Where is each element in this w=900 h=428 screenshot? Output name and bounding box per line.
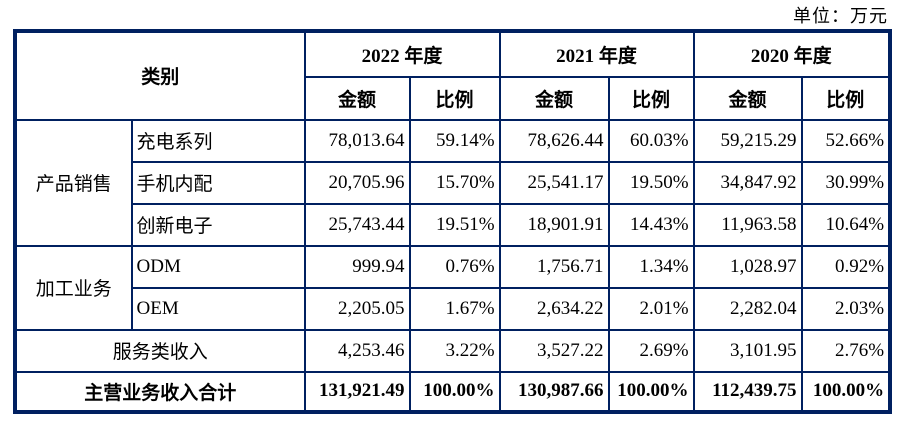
header-ratio-2022: 比例	[408, 75, 501, 121]
table-cell: 78,626.44	[498, 118, 610, 163]
table-cell: 112,439.75	[692, 370, 803, 413]
row-label: ODM	[130, 244, 306, 289]
table-cell: 2.03%	[800, 286, 891, 331]
table-row-phone: 手机内配 20,705.96 15.70% 25,541.17 19.50% 3…	[16, 160, 891, 205]
table-cell: 10.64%	[800, 202, 891, 247]
table-cell: 2.69%	[607, 328, 695, 373]
header-ratio-2021: 比例	[607, 75, 695, 121]
row-label-services: 服务类收入	[14, 328, 306, 373]
table-cell: 78,013.64	[303, 118, 411, 163]
table-cell: 1,756.71	[498, 244, 610, 289]
table-row-odm: 加工业务 ODM 999.94 0.76% 1,756.71 1.34% 1,0…	[14, 244, 891, 331]
header-category: 类别	[14, 30, 306, 121]
table-cell: 60.03%	[607, 118, 695, 163]
table-row-services: 服务类收入 4,253.46 3.22% 3,527.22 2.69% 3,10…	[14, 328, 891, 373]
table-cell: 3,527.22	[498, 328, 610, 373]
table-cell: 3,101.95	[692, 328, 803, 373]
row-label: 充电系列	[130, 118, 306, 163]
table-cell: 1.67%	[408, 286, 501, 331]
table-cell: 100.00%	[800, 370, 891, 413]
table-cell: 131,921.49	[303, 370, 411, 413]
unit-label: 单位：万元	[793, 6, 888, 26]
table-cell: 2,282.04	[692, 286, 803, 331]
header-amount-2021: 金额	[498, 75, 610, 121]
table-cell: 2.76%	[800, 328, 891, 373]
table-cell: 130,987.66	[498, 370, 610, 413]
table-cell: 52.66%	[800, 118, 891, 163]
table-cell: 15.70%	[408, 160, 501, 205]
header-row-metrics: 金额 比例 金额 比例 金额 比例	[16, 75, 891, 121]
table-cell: 2,634.22	[498, 286, 610, 331]
row-label: 手机内配	[130, 160, 306, 205]
table-cell: 999.94	[303, 244, 411, 289]
header-year-2022: 2022 年度	[303, 30, 501, 78]
table-cell: 59,215.29	[692, 118, 803, 163]
table-cell: 34,847.92	[692, 160, 803, 205]
table-cell: 2.01%	[607, 286, 695, 331]
table-row-innovation: 创新电子 25,743.44 19.51% 18,901.91 14.43% 1…	[16, 202, 891, 247]
group-processing: 加工业务	[14, 244, 133, 331]
header-amount-2022: 金额	[303, 75, 411, 121]
table-cell: 25,541.17	[498, 160, 610, 205]
header-year-2020: 2020 年度	[692, 30, 891, 78]
table-row-oem: OEM 2,205.05 1.67% 2,634.22 2.01% 2,282.…	[16, 286, 891, 331]
header-ratio-2020: 比例	[800, 75, 891, 121]
table-row-total: 主营业务收入合计 131,921.49 100.00% 130,987.66 1…	[14, 370, 891, 413]
table-cell: 59.14%	[408, 118, 501, 163]
group-product-sales: 产品销售	[14, 118, 133, 247]
revenue-table: 类别 2022 年度 2021 年度 2020 年度 金额 比例 金额 比例 金…	[12, 29, 893, 414]
table-cell: 19.50%	[607, 160, 695, 205]
header-row-years: 类别 2022 年度 2021 年度 2020 年度	[14, 30, 891, 121]
header-amount-2020: 金额	[692, 75, 803, 121]
row-label-total: 主营业务收入合计	[14, 370, 306, 413]
table-cell: 1,028.97	[692, 244, 803, 289]
table-cell: 1.34%	[607, 244, 695, 289]
header-year-2021: 2021 年度	[498, 30, 695, 78]
row-label: 创新电子	[130, 202, 306, 247]
table-cell: 19.51%	[408, 202, 501, 247]
table-row-charging: 产品销售 充电系列 78,013.64 59.14% 78,626.44 60.…	[14, 118, 891, 247]
row-label: OEM	[130, 286, 306, 331]
table-cell: 100.00%	[607, 370, 695, 413]
table-cell: 25,743.44	[303, 202, 411, 247]
table-cell: 30.99%	[800, 160, 891, 205]
table-cell: 20,705.96	[303, 160, 411, 205]
table-cell: 4,253.46	[303, 328, 411, 373]
table-cell: 3.22%	[408, 328, 501, 373]
table-cell: 0.92%	[800, 244, 891, 289]
table-cell: 100.00%	[408, 370, 501, 413]
table-cell: 14.43%	[607, 202, 695, 247]
table-cell: 2,205.05	[303, 286, 411, 331]
table-cell: 0.76%	[408, 244, 501, 289]
table-cell: 11,963.58	[692, 202, 803, 247]
table-cell: 18,901.91	[498, 202, 610, 247]
